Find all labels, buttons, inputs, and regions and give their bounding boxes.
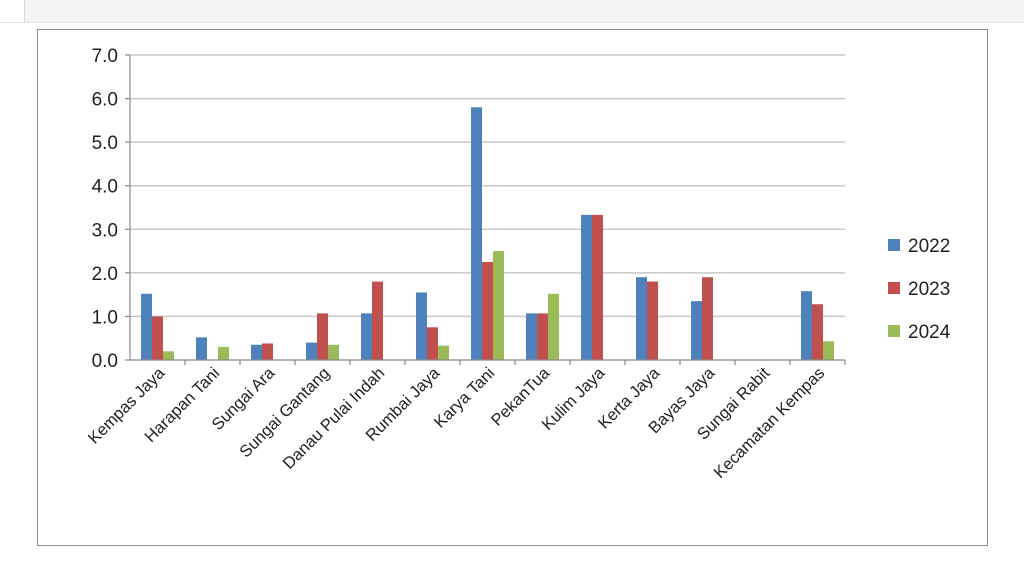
bar-2023	[372, 281, 383, 360]
axes	[125, 54, 846, 365]
legend-label-2024: 2024	[908, 322, 951, 343]
legend-swatch-2022	[888, 239, 900, 251]
bar-2022	[691, 301, 702, 360]
bar-2023	[812, 304, 823, 360]
bar-2023	[152, 316, 163, 360]
window-tab[interactable]	[0, 0, 25, 22]
bar-2023	[482, 261, 493, 360]
y-tick-label: 5.0	[92, 133, 118, 154]
y-tick-label: 2.0	[92, 264, 118, 285]
bar-2024	[548, 293, 559, 360]
bar-2022	[636, 277, 647, 360]
bar-2022	[141, 293, 152, 360]
bar-2024	[493, 251, 504, 360]
bar-2022	[306, 342, 317, 360]
bar-2023	[427, 327, 438, 360]
chart-frame	[37, 29, 988, 546]
x-tick-label: Kecamatan Kempas	[711, 364, 829, 482]
bar-2024	[438, 345, 449, 360]
y-tick-label: 1.0	[92, 307, 118, 328]
bar-2024	[823, 341, 834, 360]
bar-2022	[581, 214, 592, 360]
x-tick-label: Karya Tani	[431, 364, 499, 432]
bar-2022	[471, 107, 482, 361]
bar-2023	[537, 313, 548, 360]
legend-swatch-2024	[888, 325, 900, 337]
y-tick-label: 7.0	[92, 46, 118, 67]
x-tick-label: Danau Pulai Indah	[280, 364, 389, 473]
legend-label-2022: 2022	[908, 236, 950, 257]
bar-2024	[163, 351, 174, 360]
window-top-bar	[0, 0, 1024, 23]
legend-swatch-2023	[888, 282, 900, 294]
bar-2022	[416, 292, 427, 360]
bar-2024	[328, 344, 339, 360]
bar-2022	[526, 313, 537, 360]
bar-2023	[647, 281, 658, 360]
y-tick-label: 0.0	[92, 351, 118, 372]
bar-2022	[801, 291, 812, 360]
bar-2024	[218, 346, 229, 360]
bars	[141, 107, 834, 361]
y-tick-labels: 0.0 1.0 2.0 3.0 4.0 5.0 6.0 7.0	[92, 46, 118, 372]
bar-2022	[361, 313, 372, 360]
bar-2023	[592, 214, 603, 360]
y-tick-label: 3.0	[92, 220, 118, 241]
bar-2023	[262, 343, 273, 360]
legend-label-2023: 2023	[908, 279, 950, 300]
bar-2022	[251, 344, 262, 360]
bar-2022	[196, 337, 207, 360]
legend: 2022 2023 2024	[888, 236, 951, 343]
y-tick-label: 6.0	[92, 90, 118, 111]
y-tick-label: 4.0	[92, 177, 118, 198]
bar-2023	[702, 277, 713, 360]
bar-2023	[317, 313, 328, 360]
